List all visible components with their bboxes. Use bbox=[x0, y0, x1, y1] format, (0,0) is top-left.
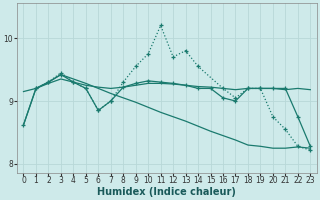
X-axis label: Humidex (Indice chaleur): Humidex (Indice chaleur) bbox=[98, 187, 236, 197]
